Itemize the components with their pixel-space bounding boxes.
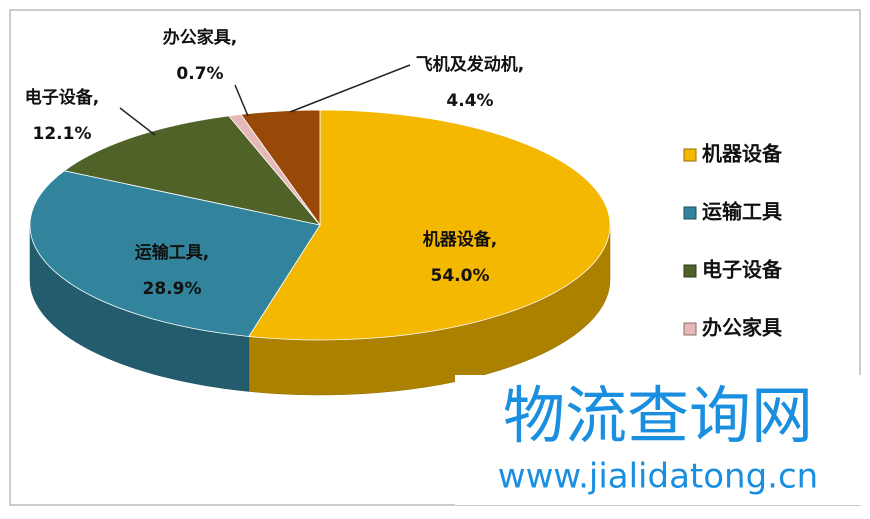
- data-label-value: 4.4%: [446, 91, 493, 111]
- slice: [240, 109, 321, 227]
- data-label-value: 54.0%: [431, 266, 490, 286]
- legend-label: 办公家具: [702, 316, 782, 340]
- legend-swatch: [683, 264, 697, 278]
- watermark-url: www.jialidatong.cn: [498, 457, 818, 497]
- legend-swatch: [683, 148, 697, 162]
- watermark-title: 物流查询网: [503, 379, 813, 452]
- data-label-value: 12.1%: [33, 124, 92, 144]
- pie: [29, 109, 611, 396]
- leader-line: [119, 107, 156, 136]
- slice: [248, 109, 611, 341]
- legend-swatch: [683, 322, 697, 336]
- legend-swatch: [683, 206, 697, 220]
- data-label-name: 电子设备,: [25, 87, 99, 108]
- data-label-name: 机器设备,: [423, 229, 497, 250]
- legend-label: 电子设备: [702, 258, 783, 282]
- data-label-name: 飞机及发动机,: [416, 54, 524, 75]
- watermark-bg: [455, 375, 862, 505]
- data-label-name: 运输工具,: [135, 242, 209, 263]
- data-label-value: 0.7%: [176, 64, 223, 84]
- legend-label: 机器设备: [702, 142, 783, 166]
- data-label-value: 28.9%: [143, 279, 202, 299]
- watermark: 物流查询网 www.jialidatong.cn: [455, 375, 862, 505]
- data-labels: 机器设备, 54.0% 运输工具, 28.9% 电子设备, 12.1% 办公家具, 0.7% 飞…: [25, 27, 524, 299]
- slice: [29, 170, 321, 337]
- leader-line: [234, 84, 249, 117]
- data-label-name: 办公家具,: [163, 27, 237, 48]
- leader-line: [289, 64, 411, 113]
- slice: [63, 115, 322, 226]
- legend-label: 运输工具: [702, 200, 782, 224]
